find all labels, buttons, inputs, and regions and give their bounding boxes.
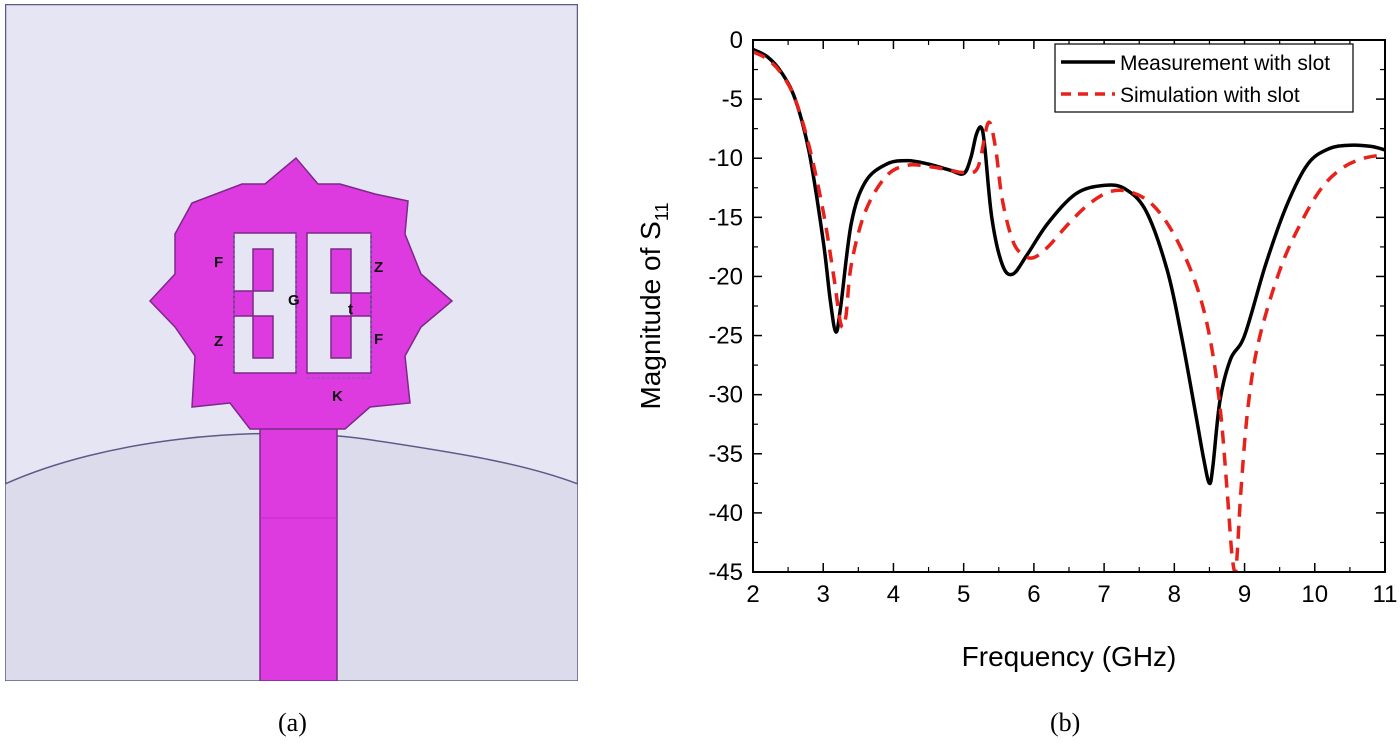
measurement-curve <box>753 47 1385 486</box>
left-c-slot <box>233 232 297 374</box>
antenna-drawing: F Z G Z t F K <box>4 3 579 682</box>
y-tick-label: -35 <box>708 441 743 468</box>
y-axis-label-subscript: 11 <box>652 202 672 221</box>
y-tick-label: -10 <box>708 145 743 172</box>
s11-chart: 2 3 4 5 6 7 8 9 10 11 0 -5 -10 -15 -20 -25 -30 -35 -40 -45 … <box>600 0 1400 700</box>
y-tick-label: 0 <box>730 27 743 54</box>
y-tick-label: -5 <box>722 86 743 113</box>
label-f-lower: F <box>374 331 383 348</box>
x-tick-label: 2 <box>746 581 759 608</box>
x-tick-label: 7 <box>1097 581 1110 608</box>
ticks-layer: 2 3 4 5 6 7 8 9 10 11 0 -5 -10 -15 -20 -25 -30 -35 -40 -45 <box>708 27 1397 608</box>
x-axis-label: Frequency (GHz) <box>962 641 1177 672</box>
y-axis-label: Magnitude of S11 <box>635 202 672 409</box>
plot-frame <box>752 39 1386 573</box>
feed-line <box>259 413 338 682</box>
simulation-curve <box>753 50 1385 572</box>
series-layer <box>753 47 1385 572</box>
y-axis-label-main: Magnitude of S <box>635 221 666 409</box>
x-tick-label: 3 <box>817 581 830 608</box>
caption-b: (b) <box>1050 708 1081 737</box>
right-c-slot <box>306 232 372 374</box>
y-tick-label: -15 <box>708 204 743 231</box>
x-tick-label: 10 <box>1301 581 1328 608</box>
label-k: K <box>332 388 343 405</box>
label-f-upper: F <box>214 254 223 271</box>
x-tick-label: 5 <box>957 581 970 608</box>
y-tick-label: -40 <box>708 500 743 527</box>
x-tick-label: 11 <box>1373 581 1398 608</box>
label-g: G <box>288 292 300 309</box>
caption-a: (a) <box>278 708 307 737</box>
legend: Measurement with slot Simulation with sl… <box>1054 43 1354 113</box>
x-tick-label: 6 <box>1027 581 1040 608</box>
legend-box <box>1054 43 1354 113</box>
x-tick-label: 4 <box>887 581 900 608</box>
label-z-lower: Z <box>214 333 223 350</box>
legend-label-measurement: Measurement with slot <box>1120 52 1330 75</box>
label-z-upper: Z <box>374 259 383 276</box>
legend-label-simulation: Simulation with slot <box>1120 84 1300 107</box>
chart-svg: 2 3 4 5 6 7 8 9 10 110-5-10-15-20-25-30-35-40-45 … <box>635 27 1397 672</box>
antenna-figure: F Z G Z t F K <box>4 3 579 682</box>
x-tick-label: 8 <box>1168 581 1181 608</box>
y-tick-label: -45 <box>708 559 743 586</box>
x-tick-label: 9 <box>1238 581 1251 608</box>
y-tick-label: -30 <box>708 382 743 409</box>
y-tick-label: -20 <box>708 263 743 290</box>
y-tick-label: -25 <box>708 323 743 350</box>
label-t: t <box>348 301 353 318</box>
svg-text:Magnitude of S11: Magnitude of S11 <box>635 202 672 409</box>
star-patch <box>148 156 454 430</box>
